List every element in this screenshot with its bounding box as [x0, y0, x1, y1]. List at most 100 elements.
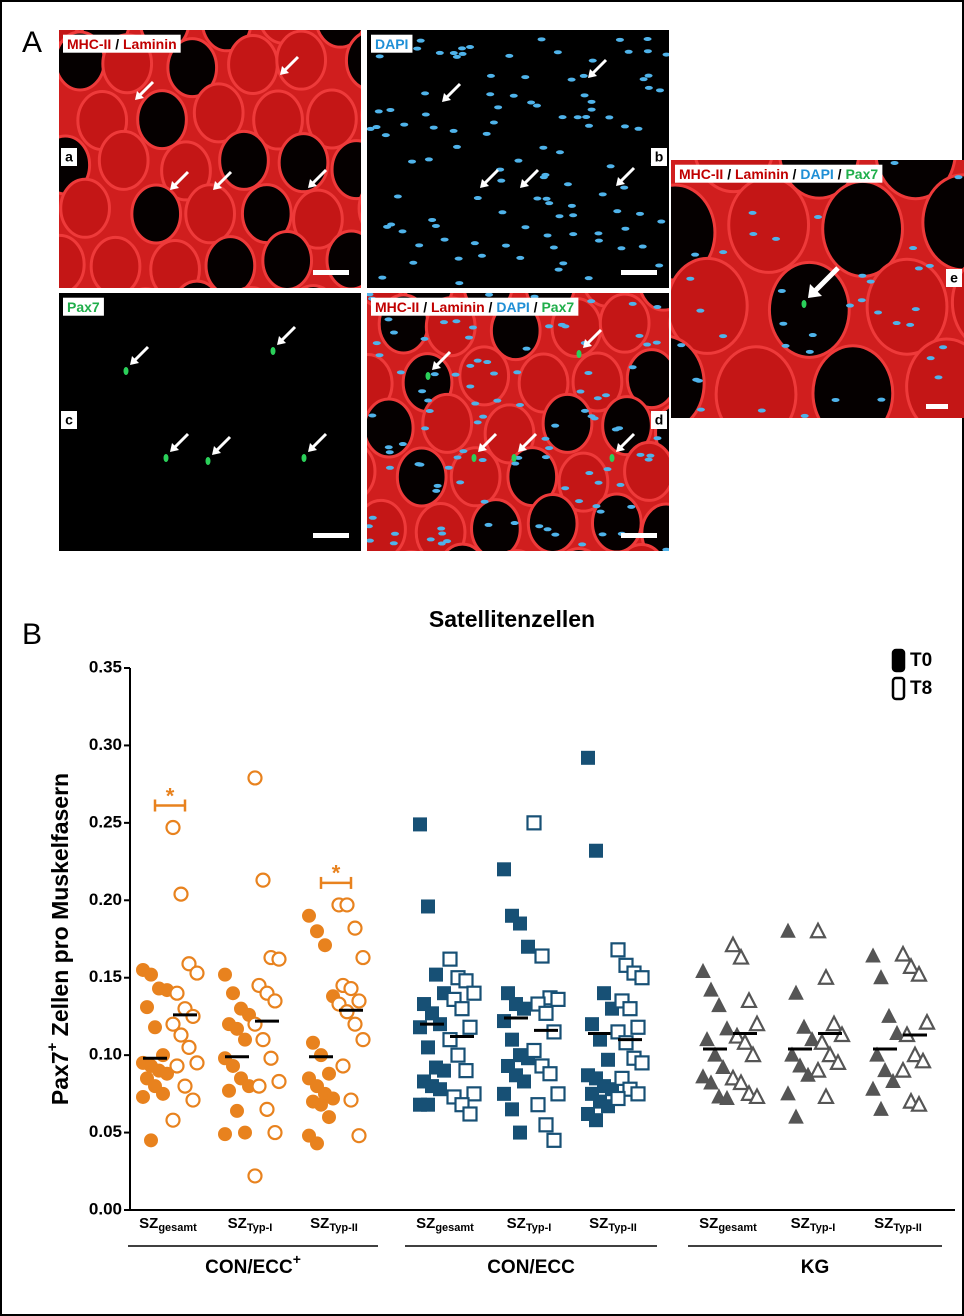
nucleus: [579, 73, 588, 78]
muscle-fiber: [865, 257, 949, 356]
nucleus: [635, 333, 644, 338]
nucleus: [375, 353, 384, 358]
muscle-fiber: [367, 498, 407, 551]
nucleus: [375, 54, 384, 59]
nucleus: [473, 420, 482, 425]
data-point: [355, 949, 371, 966]
nucleus: [662, 52, 669, 57]
nucleus: [368, 515, 377, 520]
micrograph: [367, 30, 669, 288]
nucleus: [655, 88, 664, 93]
data-point: [501, 986, 515, 1001]
nucleus: [514, 158, 523, 163]
stain-name: Pax7: [67, 299, 100, 315]
x-label-sub: Typ-II: [893, 1222, 922, 1234]
nucleus: [459, 449, 468, 454]
nucleus: [390, 531, 399, 536]
nucleus: [444, 465, 453, 470]
nucleus: [489, 120, 498, 125]
image-letter: d: [655, 412, 664, 428]
data-point: [156, 1086, 170, 1101]
data-point: [144, 967, 158, 982]
nucleus: [437, 541, 446, 546]
data-point: [918, 1012, 936, 1030]
data-point: [780, 1085, 796, 1101]
nucleus: [558, 115, 567, 120]
muscle-fiber: [571, 351, 624, 413]
nucleus: [386, 107, 395, 112]
nucleus: [480, 499, 489, 504]
group-label: KG: [801, 1257, 830, 1278]
muscle-fiber: [275, 30, 328, 91]
nucleus: [635, 211, 644, 216]
muscle-fiber: [330, 139, 361, 201]
x-label-sub: gesamt: [158, 1222, 197, 1234]
data-point: [442, 951, 458, 967]
data-point: [271, 951, 287, 967]
muscle-fiber: [358, 285, 361, 288]
nucleus: [482, 131, 491, 136]
nucleus: [372, 125, 381, 130]
nucleus: [831, 397, 840, 402]
nucleus: [400, 122, 409, 127]
data-point: [538, 1117, 554, 1133]
muscle-fiber: [671, 335, 706, 418]
data-point: [437, 1063, 451, 1078]
nucleus: [537, 37, 546, 42]
nucleus: [381, 133, 390, 138]
scale-bar: [621, 270, 657, 275]
data-point: [910, 1094, 928, 1112]
data-point: [271, 1073, 287, 1090]
nucleus: [551, 532, 560, 537]
nucleus: [413, 46, 422, 51]
nucleus: [749, 231, 758, 236]
nucleus: [686, 276, 695, 281]
muscle-fiber: [639, 293, 669, 312]
nucleus: [439, 320, 448, 325]
data-point: [165, 1112, 181, 1128]
nucleus: [509, 93, 518, 98]
nucleus: [781, 343, 790, 348]
nucleus: [587, 107, 596, 112]
nucleus: [367, 538, 374, 543]
data-point: [347, 1016, 363, 1032]
data-point: [173, 1027, 189, 1043]
muscle-fiber: [566, 547, 592, 551]
data-point: [466, 985, 482, 1001]
significance-star: *: [166, 783, 175, 808]
arrow-head: [520, 179, 529, 188]
stain-label-box: [371, 34, 413, 53]
arrow-head: [130, 356, 139, 365]
x-tick-label: SZTyp-I: [507, 1215, 552, 1234]
nucleus: [501, 243, 510, 248]
letter-box: [61, 148, 77, 166]
data-point: [748, 1014, 766, 1032]
nucleus: [431, 223, 440, 228]
nucleus: [468, 325, 477, 330]
nucleus: [636, 452, 645, 457]
nucleus: [569, 213, 578, 218]
nucleus: [757, 408, 766, 413]
nucleus: [594, 231, 603, 236]
arrow-head: [308, 179, 317, 188]
y-tick-label: 0.25: [89, 812, 122, 831]
muscle-fiber: [192, 82, 245, 144]
stain-label-box: [63, 34, 181, 53]
data-point: [813, 1032, 831, 1050]
stain-separator: /: [789, 166, 801, 182]
group-name: KG: [801, 1257, 830, 1278]
nucleus: [483, 360, 492, 365]
data-point: [165, 819, 181, 836]
data-point: [719, 1020, 735, 1036]
nucleus: [486, 73, 495, 78]
nucleus: [545, 446, 554, 451]
group-name: CON/ECC: [205, 1257, 293, 1278]
data-point: [817, 1087, 835, 1105]
data-point: [521, 939, 535, 954]
nucleus: [432, 488, 441, 493]
legend-marker: [891, 648, 906, 673]
nucleus: [440, 237, 449, 242]
y-tick-label: 0.05: [89, 1122, 122, 1141]
nucleus: [539, 175, 548, 180]
data-point: [910, 964, 928, 982]
